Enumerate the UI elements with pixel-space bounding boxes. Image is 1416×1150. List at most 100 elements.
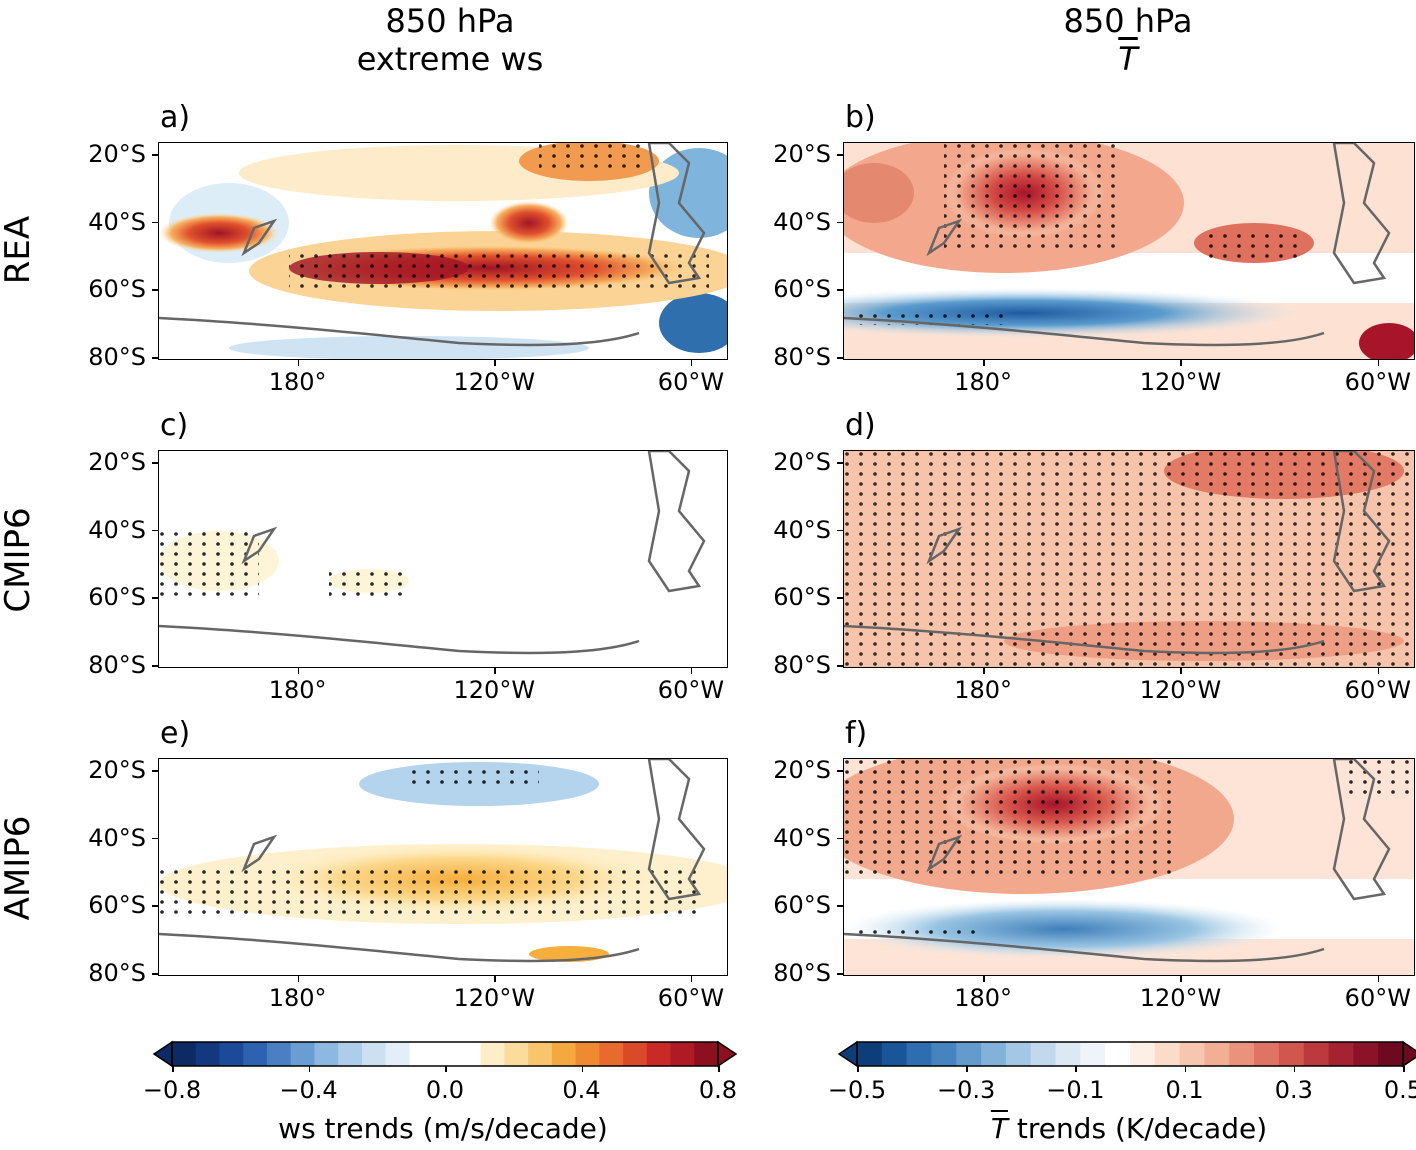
colorbar-tick-mark [1403, 1066, 1405, 1072]
colorbar-segment [1179, 1042, 1206, 1066]
x-tick-label: 180° [268, 676, 327, 704]
colorbar-segment [1328, 1042, 1354, 1066]
colorbar-segment [266, 1042, 292, 1066]
colorbar-segment [1254, 1042, 1280, 1066]
y-tick-mark [837, 154, 843, 156]
x-tick-label: 60°W [1344, 984, 1411, 1012]
colorbar-segment [433, 1042, 458, 1066]
colorbar-segment [1204, 1042, 1230, 1066]
y-tick-label: 20°S [88, 140, 146, 169]
y-tick-mark [837, 221, 843, 224]
y-tick-mark [837, 665, 843, 667]
x-tick-label: 60°W [657, 368, 725, 396]
colorbar-segment [1105, 1042, 1131, 1066]
x-tick-label: 180° [954, 984, 1013, 1012]
y-tick-mark [152, 597, 158, 599]
y-tick-label: 20°S [773, 448, 831, 477]
panel-label-c: c) [160, 408, 189, 443]
x-tick-mark [1377, 976, 1380, 982]
y-tick-label: 20°S [88, 448, 146, 477]
y-tick-label: 80°S [88, 343, 146, 371]
colorbar-segment [981, 1042, 1007, 1066]
colorbar-tick-label: 0.8 [698, 1076, 738, 1104]
colorbar-tick-mark [172, 1066, 174, 1072]
colorbar-tick-mark [445, 1066, 447, 1072]
y-tick-label: 60°S [88, 583, 146, 612]
colorbar-tick-label: 0.1 [1165, 1076, 1204, 1104]
x-tick-mark [983, 360, 985, 366]
map-panel-c [158, 450, 728, 668]
colorbar-tick-mark [718, 1066, 720, 1072]
row-label-amip6: AMIP6 [0, 815, 38, 921]
colorbar-segment [1378, 1042, 1404, 1066]
colorbar-ws-label: ws trends (m/s/decade) [278, 1112, 608, 1145]
colorbar-segment [1005, 1042, 1032, 1066]
y-tick-mark [152, 154, 158, 156]
y-tick-mark [152, 357, 158, 359]
colorbar-tick-mark [1184, 1066, 1187, 1072]
colorbar-segment [857, 1042, 883, 1066]
column-title-ws-line1: 850 hPa [385, 2, 515, 40]
y-tick-label: 40°S [88, 515, 146, 544]
colorbar-tick-label: 0.0 [425, 1076, 465, 1104]
colorbar-segment [385, 1042, 410, 1066]
y-tick-mark [837, 837, 843, 840]
y-tick-label: 40°S [88, 207, 146, 236]
colorbar-t-label: T trends (K/decade) [843, 1112, 1415, 1145]
colorbar-segment [528, 1042, 553, 1066]
colorbar-segment [881, 1042, 908, 1066]
colorbar-segment [1303, 1042, 1330, 1066]
colorbar-tick-mark [308, 1066, 310, 1072]
colorbar-tick-label: 0.3 [1274, 1076, 1313, 1104]
y-tick-mark [837, 973, 843, 975]
y-tick-label: 80°S [88, 959, 146, 987]
x-tick-label: 60°W [1344, 368, 1411, 396]
map-e-field [159, 759, 727, 975]
x-tick-label: 120°W [1139, 368, 1222, 396]
map-panel-d [843, 450, 1415, 668]
y-tick-mark [152, 770, 158, 772]
y-tick-label: 80°S [88, 651, 146, 679]
colorbar-extend-low [152, 1040, 173, 1068]
x-tick-mark [1377, 360, 1380, 366]
x-tick-mark [1180, 976, 1182, 982]
colorbar-ws [152, 1040, 738, 1068]
x-tick-label: 60°W [657, 676, 725, 704]
colorbar-segment [906, 1042, 933, 1066]
x-tick-label: 120°W [453, 368, 536, 396]
map-d-field [844, 451, 1414, 667]
colorbar-t-label-text: trends (K/decade) [1007, 1112, 1268, 1145]
colorbar-segment [456, 1042, 482, 1066]
x-tick-label: 120°W [453, 676, 536, 704]
map-b-field [844, 143, 1414, 359]
colorbar-segment [551, 1042, 577, 1066]
y-tick-label: 80°S [773, 959, 831, 987]
y-tick-label: 20°S [773, 756, 831, 785]
y-tick-label: 40°S [773, 207, 831, 236]
colorbar-segment [1229, 1042, 1255, 1066]
colorbar-segment [219, 1042, 244, 1066]
colorbar-tick-label: −0.4 [279, 1076, 338, 1104]
colorbar-tick-mark [857, 1066, 859, 1072]
colorbar-tick-label: −0.5 [827, 1076, 887, 1104]
x-tick-mark [494, 668, 496, 674]
y-tick-mark [837, 462, 843, 464]
y-tick-mark [837, 529, 843, 532]
map-panel-b [843, 142, 1415, 360]
colorbar-tick-mark [1293, 1066, 1296, 1072]
y-tick-label: 80°S [773, 343, 831, 371]
x-tick-label: 60°W [1344, 676, 1411, 704]
colorbar-segment [1055, 1042, 1081, 1066]
x-tick-mark [1377, 668, 1380, 674]
y-tick-label: 80°S [773, 651, 831, 679]
x-tick-label: 120°W [1139, 984, 1222, 1012]
column-title-ws-line2: extreme ws [356, 40, 544, 78]
x-tick-label: 180° [954, 676, 1013, 704]
x-tick-label: 180° [268, 984, 327, 1012]
x-tick-label: 180° [954, 368, 1013, 396]
colorbar-tick-label: 0.5 [1383, 1076, 1416, 1104]
y-tick-label: 60°S [88, 275, 146, 304]
colorbar-segment [409, 1042, 434, 1066]
colorbar-tick-label: −0.1 [1046, 1076, 1105, 1104]
colorbar-segment [361, 1042, 387, 1066]
